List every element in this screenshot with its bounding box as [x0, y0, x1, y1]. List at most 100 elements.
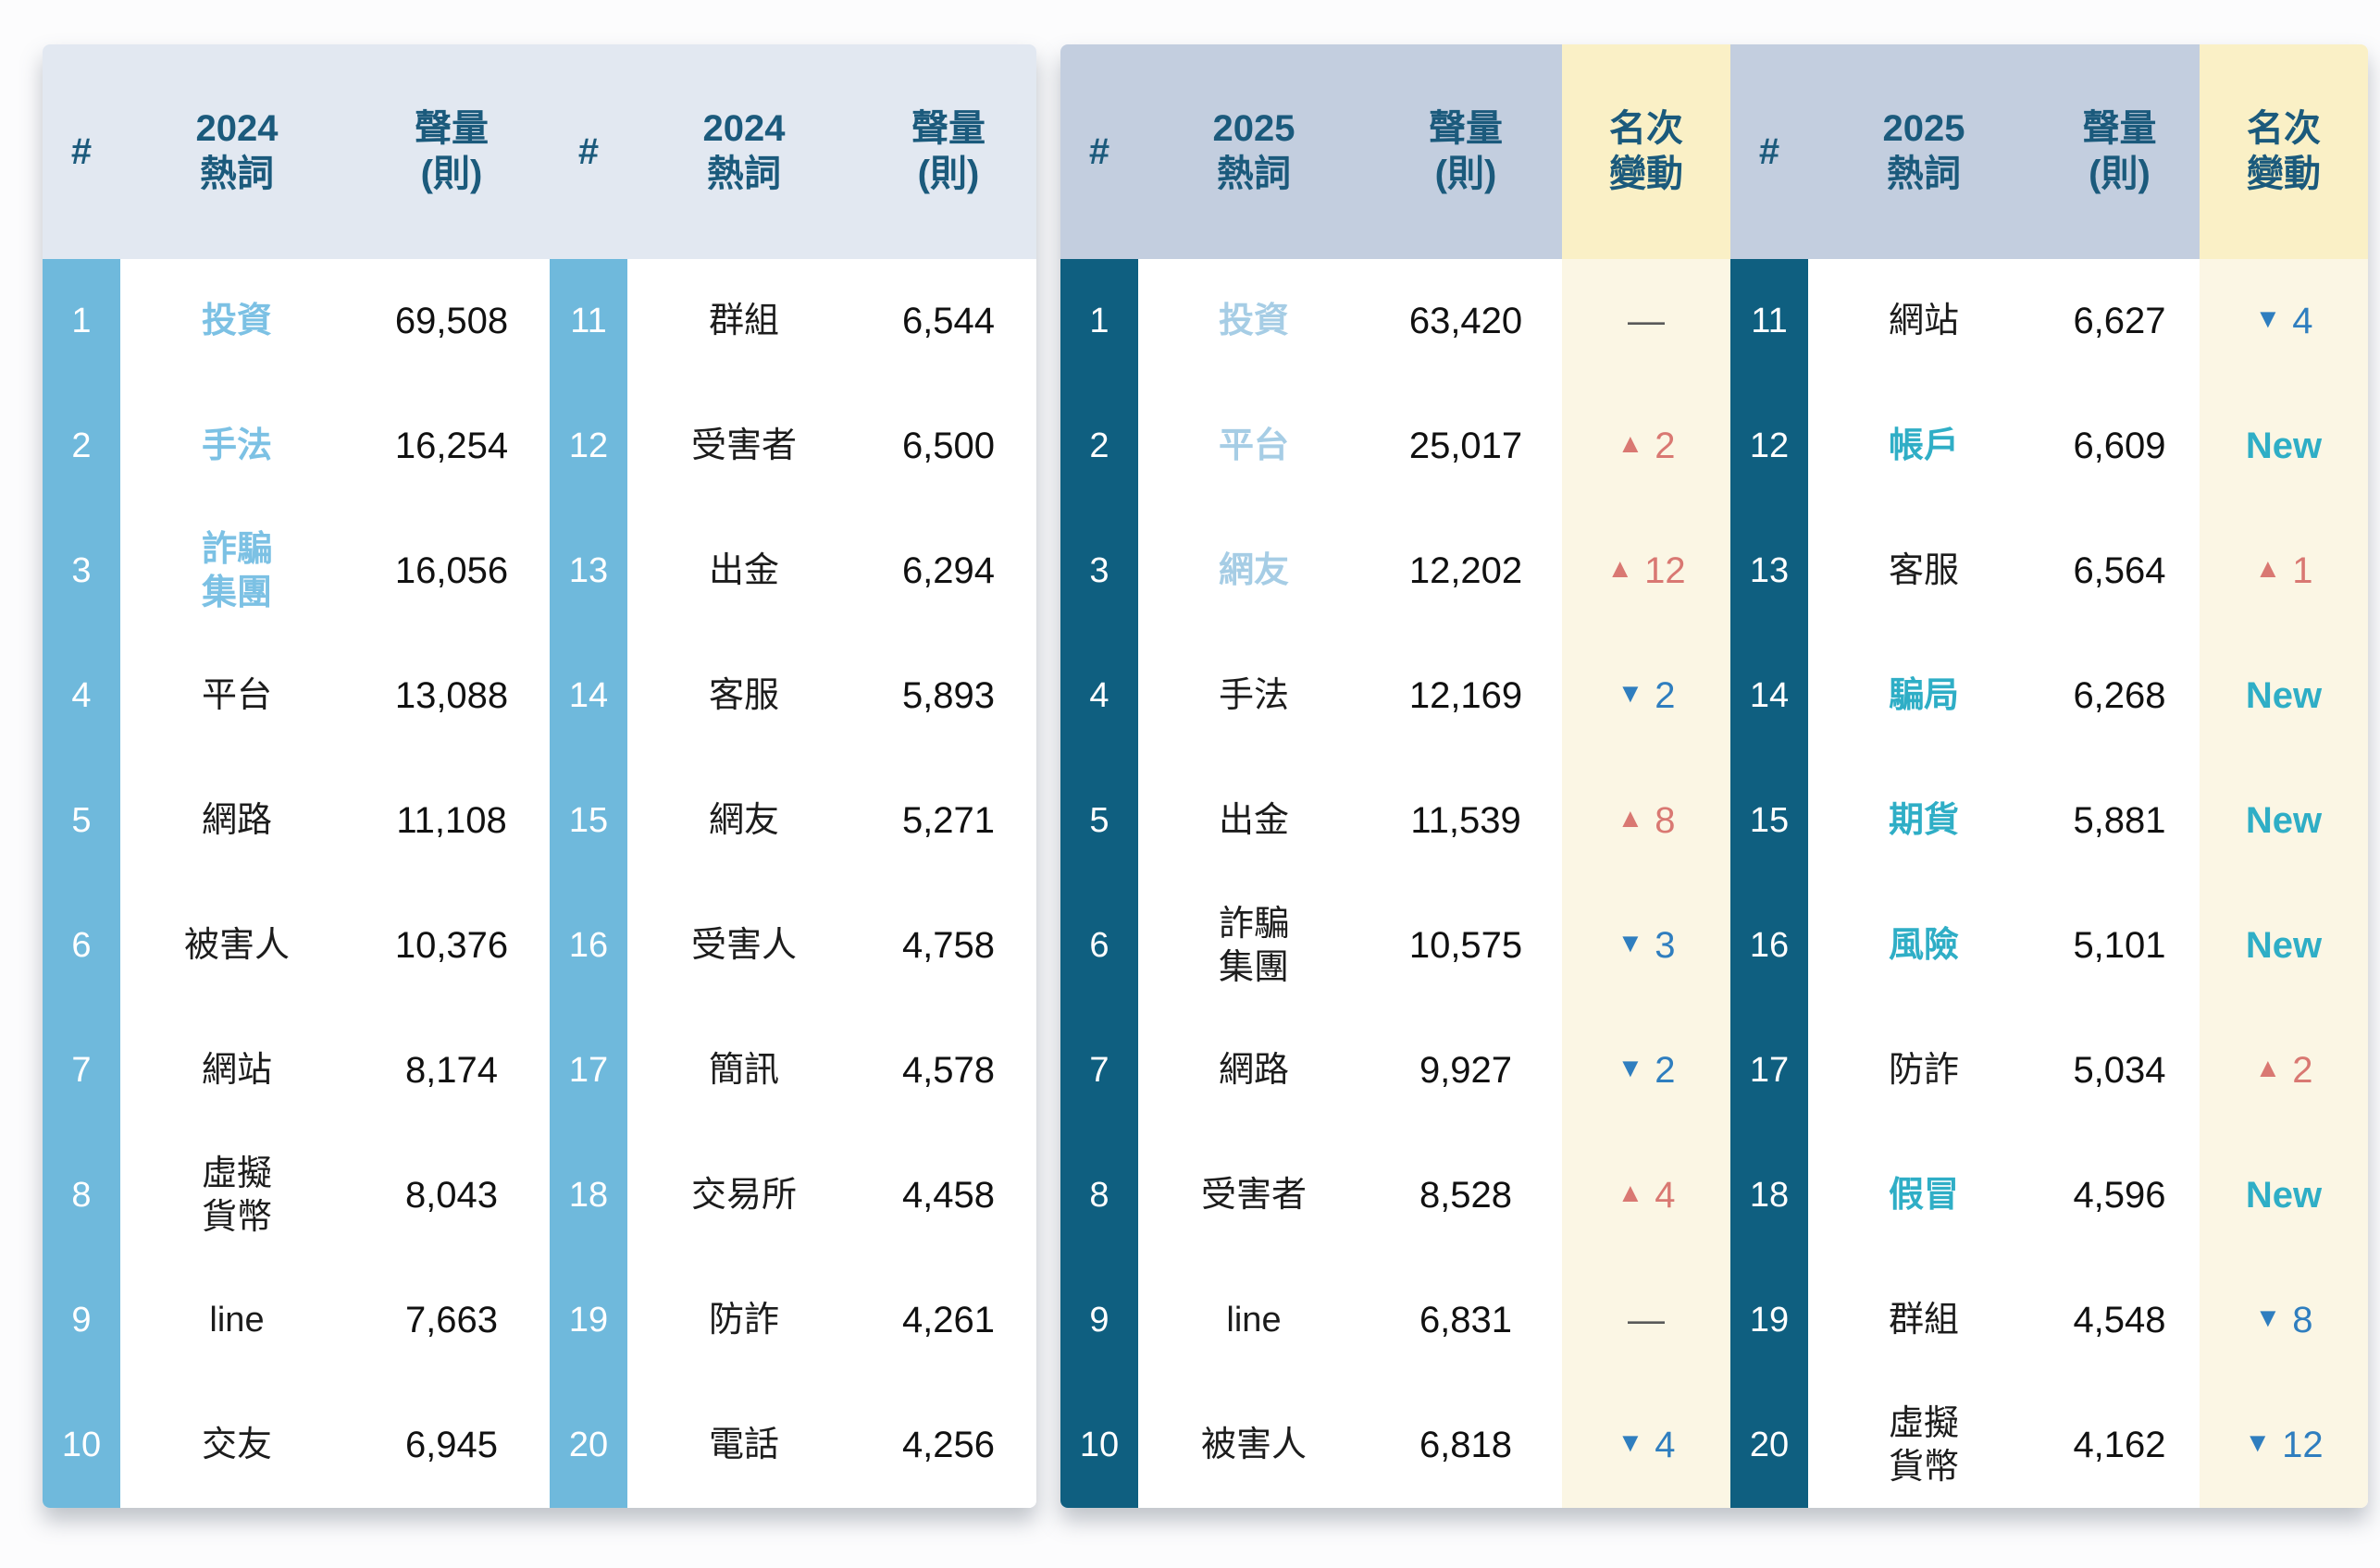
hot-word-cell: 平台 — [1138, 384, 1370, 509]
column-header-word: 2024 熱詞 — [120, 44, 353, 259]
volume-cell: 11,539 — [1370, 759, 1562, 883]
hot-word-cell: 被害人 — [120, 883, 353, 1008]
volume-cell: 4,256 — [861, 1383, 1036, 1508]
rank-change-cell: ▼ 8 — [2200, 1258, 2368, 1383]
hot-word-cell: 虛擬 貨幣 — [120, 1133, 353, 1258]
hot-word-cell: 網友 — [627, 759, 861, 883]
table-card-2025: #2025 熱詞 聲量 (則) 名次 變動 #2025 熱詞 聲量 (則) 名次 變動 1 投… — [1060, 44, 2368, 1508]
rank-cell: 6 — [43, 883, 120, 1008]
down-arrow-icon: ▼ — [2244, 1427, 2272, 1458]
volume-cell: 4,596 — [2039, 1133, 2200, 1258]
volume-cell: 6,818 — [1370, 1383, 1562, 1508]
new-badge: New — [2245, 426, 2323, 467]
column-header-volume: 聲量 (則) — [1370, 44, 1562, 259]
rank-cell: 7 — [43, 1008, 120, 1133]
volume-cell: 69,508 — [353, 259, 550, 384]
volume-cell: 8,174 — [353, 1008, 550, 1133]
rank-cell: 8 — [43, 1133, 120, 1258]
rank-cell: 16 — [550, 883, 627, 1008]
column-header-change: 名次 變動 — [2200, 44, 2368, 259]
rank-change-cell: ▼ 4 — [1562, 1383, 1730, 1508]
table-card-2024: #2024 熱詞 聲量 (則) #2024 熱詞 聲量 (則) 1 投資 69,508 11 群… — [43, 44, 1036, 1508]
rank-cell: 15 — [1730, 759, 1808, 883]
rank-change-cell: ▼ 12 — [2200, 1383, 2368, 1508]
volume-cell: 6,627 — [2039, 259, 2200, 384]
hot-word-cell: 平台 — [120, 634, 353, 759]
hot-word-cell: 受害人 — [627, 883, 861, 1008]
volume-cell: 9,927 — [1370, 1008, 1562, 1133]
up-arrow-icon: ▲ — [1606, 553, 1634, 584]
hot-word-cell: 被害人 — [1138, 1383, 1370, 1508]
rank-change-value: 3 — [1655, 925, 1676, 967]
rank-cell: 5 — [1060, 759, 1138, 883]
volume-cell: 25,017 — [1370, 384, 1562, 509]
hot-word-cell: 客服 — [1808, 509, 2039, 634]
rank-cell: 4 — [1060, 634, 1138, 759]
rank-change-value: 2 — [2292, 1050, 2313, 1092]
hot-word-cell: 詐騙 集團 — [1138, 883, 1370, 1008]
rank-cell: 19 — [550, 1258, 627, 1383]
column-header-rank: # — [550, 44, 627, 259]
volume-cell: 16,056 — [353, 509, 550, 634]
rank-cell: 9 — [1060, 1258, 1138, 1383]
hot-word-cell: line — [120, 1258, 353, 1383]
volume-cell: 12,169 — [1370, 634, 1562, 759]
rank-cell: 3 — [1060, 509, 1138, 634]
rank-change-cell: ▲ 2 — [1562, 384, 1730, 509]
rank-cell: 1 — [43, 259, 120, 384]
up-arrow-icon: ▲ — [1617, 428, 1644, 459]
volume-cell: 4,458 — [861, 1133, 1036, 1258]
rank-cell: 14 — [550, 634, 627, 759]
rank-change-value: 12 — [1644, 550, 1686, 592]
volume-cell: 5,881 — [2039, 759, 2200, 883]
column-header-rank: # — [43, 44, 120, 259]
rank-change-value: 4 — [2292, 301, 2313, 342]
rank-cell: 10 — [1060, 1383, 1138, 1508]
new-badge: New — [2245, 925, 2323, 967]
hot-word-cell: 網路 — [1138, 1008, 1370, 1133]
volume-cell: 11,108 — [353, 759, 550, 883]
rank-change-cell: ▲ 8 — [1562, 759, 1730, 883]
volume-cell: 5,893 — [861, 634, 1036, 759]
rank-change-cell: New — [2200, 1133, 2368, 1258]
hot-word-cell: 風險 — [1808, 883, 2039, 1008]
down-arrow-icon: ▼ — [1617, 1427, 1644, 1458]
rank-cell: 13 — [550, 509, 627, 634]
rank-cell: 5 — [43, 759, 120, 883]
up-arrow-icon: ▲ — [1617, 803, 1644, 833]
rank-change-value: 2 — [1655, 675, 1676, 717]
hot-word-cell: 交友 — [120, 1383, 353, 1508]
volume-cell: 10,575 — [1370, 883, 1562, 1008]
rank-cell: 12 — [1730, 384, 1808, 509]
rank-cell: 17 — [1730, 1008, 1808, 1133]
hot-word-cell: 受害者 — [1138, 1133, 1370, 1258]
hot-word-cell: 出金 — [627, 509, 861, 634]
hot-word-cell: 手法 — [1138, 634, 1370, 759]
column-header-volume: 聲量 (則) — [2039, 44, 2200, 259]
hot-word-cell: 詐騙 集團 — [120, 509, 353, 634]
volume-cell: 6,544 — [861, 259, 1036, 384]
rank-change-cell: New — [2200, 759, 2368, 883]
down-arrow-icon: ▼ — [1617, 1053, 1644, 1083]
rank-cell: 8 — [1060, 1133, 1138, 1258]
hot-word-cell: 交易所 — [627, 1133, 861, 1258]
hot-word-cell: 假冒 — [1808, 1133, 2039, 1258]
rank-cell: 16 — [1730, 883, 1808, 1008]
down-arrow-icon: ▼ — [2254, 303, 2282, 334]
column-header-change: 名次 變動 — [1562, 44, 1730, 259]
rank-change-cell: ▲ 12 — [1562, 509, 1730, 634]
volume-cell: 4,162 — [2039, 1383, 2200, 1508]
hot-word-cell: 簡訊 — [627, 1008, 861, 1133]
rank-cell: 11 — [550, 259, 627, 384]
hot-word-cell: 手法 — [120, 384, 353, 509]
rank-cell: 20 — [550, 1383, 627, 1508]
volume-cell: 4,578 — [861, 1008, 1036, 1133]
volume-cell: 6,945 — [353, 1383, 550, 1508]
hot-word-cell: 期貨 — [1808, 759, 2039, 883]
hot-word-cell: line — [1138, 1258, 1370, 1383]
rank-cell: 10 — [43, 1383, 120, 1508]
hot-word-cell: 網站 — [1808, 259, 2039, 384]
no-change-dash: — — [1628, 1300, 1665, 1341]
hot-word-cell: 網站 — [120, 1008, 353, 1133]
volume-cell: 10,376 — [353, 883, 550, 1008]
